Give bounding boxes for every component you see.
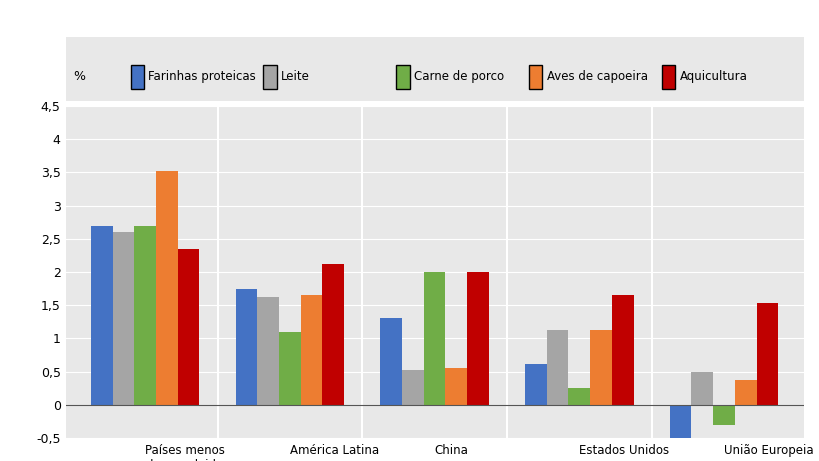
- Text: Farinhas proteicas: Farinhas proteicas: [148, 71, 256, 83]
- FancyBboxPatch shape: [661, 65, 674, 89]
- Bar: [235, 289, 257, 405]
- Bar: [257, 297, 278, 405]
- Bar: [134, 225, 156, 405]
- Bar: [401, 370, 423, 405]
- Bar: [178, 249, 199, 405]
- Text: Aquicultura: Aquicultura: [679, 71, 747, 83]
- Bar: [756, 303, 777, 405]
- Bar: [611, 295, 633, 405]
- Text: Leite: Leite: [281, 71, 310, 83]
- Bar: [524, 364, 546, 405]
- Bar: [301, 295, 322, 405]
- Bar: [713, 405, 734, 425]
- Bar: [669, 405, 690, 441]
- FancyBboxPatch shape: [130, 65, 143, 89]
- Text: Carne de porco: Carne de porco: [414, 71, 504, 83]
- Bar: [91, 225, 112, 405]
- Bar: [590, 331, 611, 405]
- Bar: [112, 232, 134, 405]
- Bar: [278, 332, 301, 405]
- Bar: [156, 171, 178, 405]
- Bar: [445, 368, 467, 405]
- Bar: [734, 379, 756, 405]
- Bar: [322, 264, 344, 405]
- FancyBboxPatch shape: [396, 65, 409, 89]
- Text: Aves de capoeira: Aves de capoeira: [546, 71, 647, 83]
- Bar: [546, 331, 568, 405]
- Bar: [690, 372, 713, 405]
- Text: %: %: [73, 71, 85, 83]
- FancyBboxPatch shape: [263, 65, 276, 89]
- Bar: [423, 272, 445, 405]
- Bar: [568, 388, 590, 405]
- FancyBboxPatch shape: [528, 65, 541, 89]
- Bar: [380, 319, 401, 405]
- Bar: [467, 272, 488, 405]
